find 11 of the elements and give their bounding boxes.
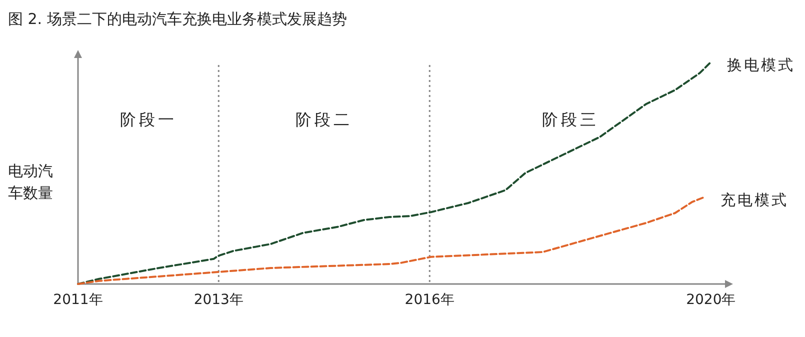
chart-title: 图 2. 场景二下的电动汽车充换电业务模式发展趋势: [8, 10, 347, 28]
x-tick-label: 2011年: [53, 292, 103, 308]
annotation: 阶段三: [542, 110, 599, 129]
y-axis-title: 电动汽车数量: [8, 162, 53, 202]
annotation: 阶段一: [120, 110, 177, 129]
x-tick-label: 2016年: [404, 292, 454, 308]
series-label: 换电模式: [726, 56, 795, 74]
x-tick-label: 2020年: [686, 292, 736, 308]
annotation: 阶段二: [296, 110, 353, 129]
x-tick-label: 2013年: [194, 292, 244, 308]
series-label: 充电模式: [720, 190, 789, 209]
